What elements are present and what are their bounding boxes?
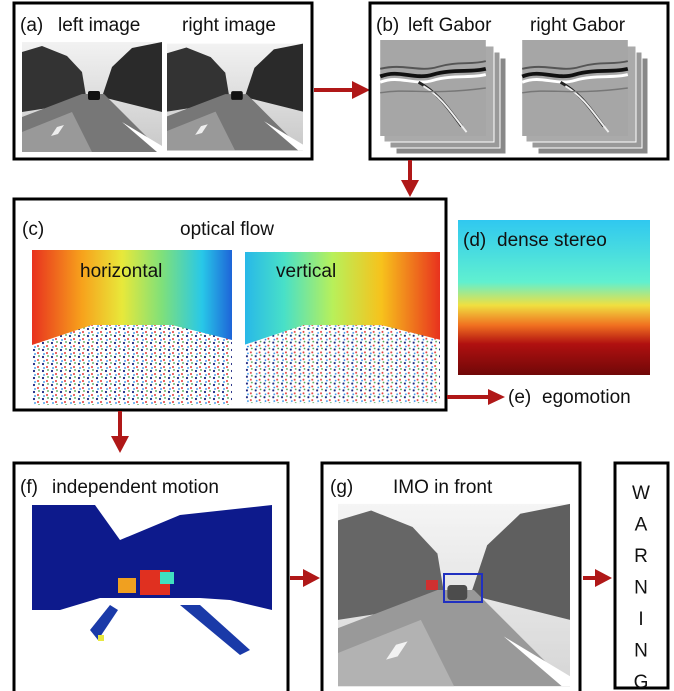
panel-title: egomotion	[542, 387, 631, 408]
image	[338, 504, 570, 686]
arrow-head	[303, 569, 320, 587]
panel-title: IMO in front	[393, 477, 493, 498]
panel-title: independent motion	[52, 477, 219, 498]
warning-letter: N	[634, 641, 648, 662]
image	[245, 252, 440, 403]
arrow-head	[111, 436, 129, 453]
warning-letter: G	[634, 672, 649, 691]
panel-tag: (b)	[376, 15, 399, 36]
caption: horizontal	[80, 261, 162, 282]
arrow-head	[488, 389, 505, 405]
arrow-head	[352, 81, 370, 99]
caption: right image	[182, 15, 276, 36]
panel-tag: (g)	[330, 477, 353, 498]
warning-letter: R	[634, 546, 648, 567]
caption: left Gabor	[408, 15, 492, 36]
panel-tag: (e)	[508, 387, 531, 408]
panel-title: optical flow	[180, 219, 274, 240]
caption: left image	[58, 15, 140, 36]
panel-tag: (c)	[22, 219, 44, 240]
arrow-head	[595, 569, 612, 587]
warning-letter: A	[635, 515, 648, 536]
panel-tag: (d)	[463, 230, 486, 251]
marker	[426, 580, 438, 590]
image	[32, 505, 272, 655]
caption: right Gabor	[530, 15, 626, 36]
warning-letter: N	[634, 578, 648, 599]
panel-tag: (a)	[20, 15, 43, 36]
warning-letter: W	[632, 483, 650, 504]
gabor-stack	[380, 40, 648, 154]
image	[22, 42, 162, 152]
arrow-head	[401, 180, 419, 197]
image	[167, 44, 303, 151]
panel-tag: (f)	[20, 477, 38, 498]
diagram: (a) left image right image (b) left Gabo…	[0, 0, 674, 691]
caption: vertical	[276, 261, 336, 282]
panel-title: dense stereo	[497, 230, 607, 251]
warning-letter: I	[638, 609, 643, 630]
